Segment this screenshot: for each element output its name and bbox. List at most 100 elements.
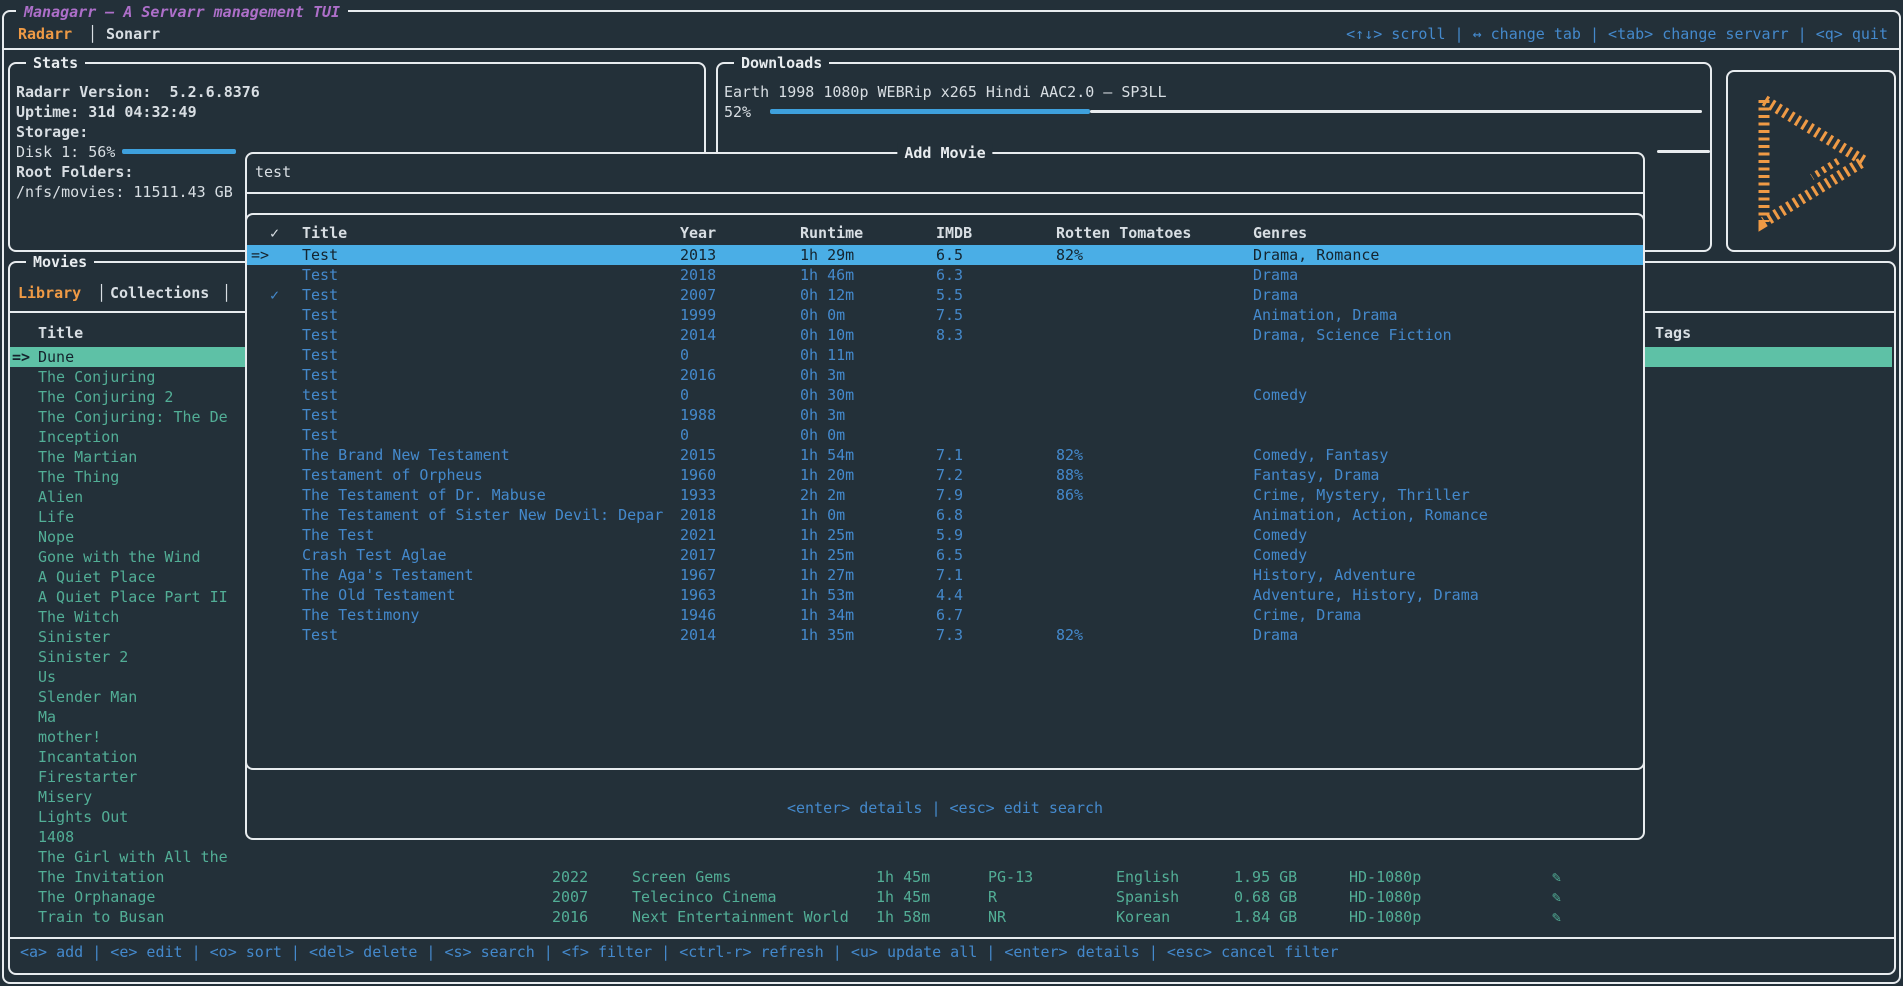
movie-row-title[interactable]: Incantation: [38, 748, 138, 766]
result-row-title[interactable]: Test: [302, 426, 339, 444]
col-header-title: Title: [302, 224, 348, 242]
result-row-title[interactable]: The Old Testament: [302, 586, 456, 604]
stats-rootfolder-value: /nfs/movies: 11511.43 GB: [16, 183, 233, 201]
movie-row-title[interactable]: The Conjuring 2: [38, 388, 174, 406]
result-row-title[interactable]: Test: [302, 366, 339, 384]
result-row-year: 2016: [680, 366, 717, 384]
result-row-title[interactable]: Test: [302, 266, 339, 284]
result-row-title[interactable]: test: [302, 386, 339, 404]
result-row-title[interactable]: Test: [302, 406, 339, 424]
result-row-rotten-tomatoes: 86%: [1056, 486, 1084, 504]
result-row-title[interactable]: The Test: [302, 526, 375, 544]
result-row-runtime: 1h 54m: [800, 446, 855, 464]
movie-row-title[interactable]: Ma: [38, 708, 57, 726]
movie-row-title[interactable]: The Invitation: [38, 868, 165, 886]
movie-row-title[interactable]: 1408: [38, 828, 75, 846]
result-row-runtime: 0h 12m: [800, 286, 855, 304]
result-row-title[interactable]: The Testimony: [302, 606, 420, 624]
app-frame: [2, 10, 1901, 984]
movie-row-title[interactable]: Sinister: [38, 628, 111, 646]
result-row-title[interactable]: Crash Test Aglae: [302, 546, 447, 564]
search-input-divider: [245, 192, 1645, 194]
movie-row-title[interactable]: Nope: [38, 528, 75, 546]
result-row-selected-bar[interactable]: [247, 245, 1643, 265]
movie-row-title[interactable]: The Martian: [38, 448, 138, 466]
result-row-genres: Drama: [1253, 626, 1299, 644]
movie-row-size: 1.84 GB: [1234, 908, 1298, 926]
movie-row-title[interactable]: A Quiet Place Part II: [38, 588, 228, 606]
result-row-runtime: 0h 11m: [800, 346, 855, 364]
result-row-title[interactable]: Test: [302, 246, 339, 264]
result-row-imdb: 7.1: [936, 446, 964, 464]
result-row-runtime: 0h 10m: [800, 326, 855, 344]
movie-row-title[interactable]: Sinister 2: [38, 648, 129, 666]
result-row-title[interactable]: Test: [302, 306, 339, 324]
result-row-runtime: 1h 25m: [800, 546, 855, 564]
movie-row-title[interactable]: Lights Out: [38, 808, 129, 826]
result-row-runtime: 1h 35m: [800, 626, 855, 644]
movies-tab-separator-2: │: [222, 284, 232, 302]
result-row-genres: Animation, Drama: [1253, 306, 1398, 324]
movie-row-size: 1.95 GB: [1234, 868, 1298, 886]
movie-row-year: 2022: [552, 868, 589, 886]
result-row-title[interactable]: The Testament of Sister New Devil: Depar: [302, 506, 664, 524]
app-title: Managarr – A Servarr management TUI: [16, 2, 349, 22]
movie-row-title[interactable]: The Orphanage: [38, 888, 156, 906]
monitored-pencil-icon: ✎: [1552, 868, 1562, 886]
result-row-runtime: 1h 0m: [800, 506, 846, 524]
result-row-title[interactable]: Test: [302, 286, 339, 304]
stats-rootfolders-label: Root Folders:: [16, 163, 134, 181]
stats-panel-title: Stats: [26, 53, 86, 73]
movie-row-title[interactable]: Dune: [38, 348, 75, 366]
result-row-title[interactable]: The Brand New Testament: [302, 446, 510, 464]
result-row-title[interactable]: Test: [302, 346, 339, 364]
movie-row-title[interactable]: The Thing: [38, 468, 120, 486]
result-row-year: 2014: [680, 626, 717, 644]
result-row-imdb: 6.5: [936, 546, 964, 564]
movie-row-title[interactable]: The Witch: [38, 608, 120, 626]
movie-row-title[interactable]: The Girl with All the: [38, 848, 228, 866]
tab-radarr[interactable]: Radarr: [18, 25, 73, 43]
tab-sonarr[interactable]: Sonarr: [106, 25, 161, 43]
movie-row-title[interactable]: Alien: [38, 488, 84, 506]
movie-row-title[interactable]: Misery: [38, 788, 93, 806]
result-row-imdb: 5.9: [936, 526, 964, 544]
modal-keybind-hints: <enter> details | <esc> edit search: [786, 799, 1104, 817]
movie-row-quality: HD-1080p: [1349, 868, 1422, 886]
result-row-year: 2017: [680, 546, 717, 564]
result-row-year: 1999: [680, 306, 717, 324]
col-header-rotten-tomatoes: Rotten Tomatoes: [1056, 224, 1192, 242]
movie-row-title[interactable]: A Quiet Place: [38, 568, 156, 586]
movie-row-title[interactable]: Slender Man: [38, 688, 138, 706]
movie-row-title[interactable]: Gone with the Wind: [38, 548, 201, 566]
movie-row-title[interactable]: The Conjuring: The De: [38, 408, 228, 426]
movie-row-title[interactable]: Train to Busan: [38, 908, 165, 926]
result-row-rotten-tomatoes: 82%: [1056, 446, 1084, 464]
result-row-title[interactable]: Testament of Orpheus: [302, 466, 483, 484]
result-row-title[interactable]: Test: [302, 626, 339, 644]
result-row-genres: History, Adventure: [1253, 566, 1416, 584]
movie-row-runtime: 1h 45m: [876, 868, 931, 886]
result-row-year: 2007: [680, 286, 717, 304]
movies-tab-library[interactable]: Library: [18, 284, 82, 302]
add-movie-search-input[interactable]: [255, 162, 1635, 182]
result-row-title[interactable]: The Testament of Dr. Mabuse: [302, 486, 546, 504]
result-row-title[interactable]: Test: [302, 326, 339, 344]
result-row-imdb: 4.4: [936, 586, 964, 604]
result-row-runtime: 1h 27m: [800, 566, 855, 584]
movie-row-title[interactable]: Life: [38, 508, 75, 526]
result-row-title[interactable]: The Aga's Testament: [302, 566, 474, 584]
result-row-imdb: 5.5: [936, 286, 964, 304]
result-row-runtime: 1h 25m: [800, 526, 855, 544]
result-row-genres: Comedy: [1253, 386, 1308, 404]
movie-row-title[interactable]: The Conjuring: [38, 368, 156, 386]
movie-row-title[interactable]: mother!: [38, 728, 102, 746]
movie-row-studio: Telecinco Cinema: [632, 888, 777, 906]
bottom-keybind-hints: <a> add | <e> edit | <o> sort | <del> de…: [20, 943, 1339, 961]
movie-row-title[interactable]: Firestarter: [38, 768, 138, 786]
movie-row-title[interactable]: Us: [38, 668, 57, 686]
result-row-runtime: 1h 20m: [800, 466, 855, 484]
result-row-runtime: 2h 2m: [800, 486, 846, 504]
movie-row-title[interactable]: Inception: [38, 428, 120, 446]
movies-tab-collections[interactable]: Collections: [110, 284, 210, 302]
